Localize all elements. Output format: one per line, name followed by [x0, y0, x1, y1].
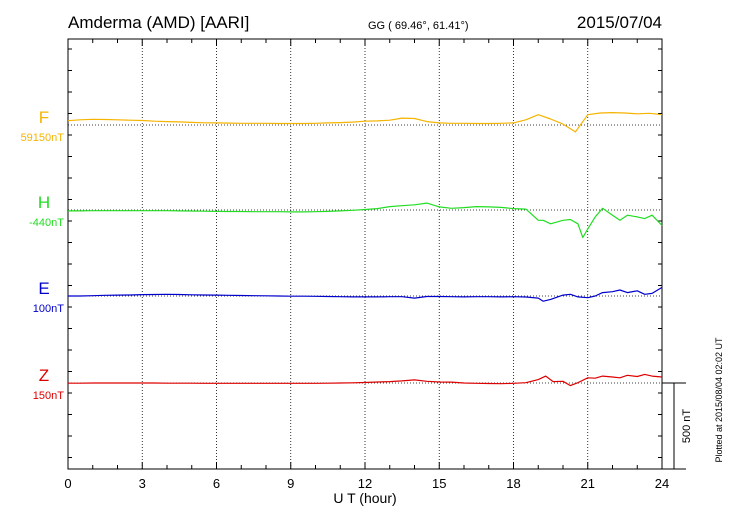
- chart-date: 2015/07/04: [577, 13, 662, 32]
- series-lines: [67, 111, 663, 387]
- station-coordinates: GG ( 69.46°, 61.41°): [368, 20, 469, 32]
- series-baseline-f: 59150nT: [21, 132, 65, 144]
- x-axis-title: U T (hour): [333, 490, 396, 506]
- scale-label: 500 nT: [681, 409, 693, 444]
- series-name-z: Z: [39, 366, 49, 385]
- series-name-e: E: [38, 279, 49, 298]
- x-tick-label: 0: [64, 476, 71, 491]
- x-tick-label: 24: [655, 476, 669, 491]
- grid-lines: [68, 39, 662, 469]
- series-baseline-h: -440nT: [29, 217, 64, 229]
- series-line-z: [68, 373, 663, 387]
- series-baseline-e: 100nT: [33, 303, 64, 315]
- series-baseline-z: 150nT: [33, 390, 64, 402]
- series-line-h: [68, 202, 663, 239]
- scale-bar: 500 nT: [662, 382, 693, 470]
- series-labels: F 59150nT H -440nT E 100nT Z 150nT: [21, 108, 65, 402]
- plot-timestamp-note: Plotted at 2015/08/04 02:02 UT: [714, 337, 724, 463]
- x-tick-label: 15: [432, 476, 446, 491]
- chart-title: Amderma (AMD) [AARI]: [68, 13, 249, 32]
- series-name-h: H: [38, 193, 50, 212]
- series-name-f: F: [39, 108, 49, 127]
- x-tick-label: 9: [287, 476, 294, 491]
- series-line-f: [67, 111, 663, 133]
- x-tick-labels: 0 3 6 9 12 15 18 21 24: [64, 476, 669, 491]
- series-line-e: [68, 286, 663, 302]
- plot-frame: [67, 38, 663, 470]
- x-tick-label: 6: [213, 476, 220, 491]
- x-tick-label: 3: [139, 476, 146, 491]
- x-tick-label: 12: [358, 476, 372, 491]
- axis-ticks: [67, 39, 663, 469]
- x-tick-label: 18: [506, 476, 520, 491]
- x-tick-label: 21: [581, 476, 595, 491]
